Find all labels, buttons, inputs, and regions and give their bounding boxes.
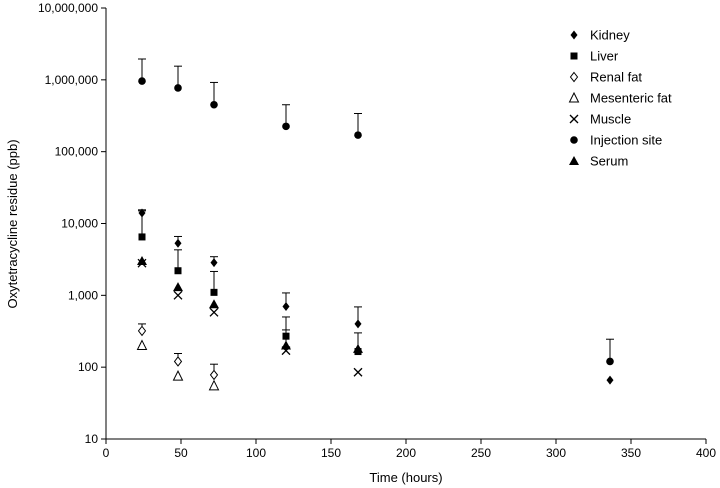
serum-point bbox=[353, 343, 363, 353]
renal-fat-point bbox=[209, 369, 219, 381]
liver-point bbox=[174, 267, 182, 275]
y-tick-label: 1,000,000 bbox=[45, 73, 99, 87]
injection-site-point bbox=[174, 84, 182, 92]
legend-item-serum: Serum bbox=[569, 154, 628, 169]
legend: Kidney Liver Renal fat Mesenteric fat Muscle… bbox=[568, 28, 672, 169]
y-tick-label: 10,000 bbox=[61, 217, 98, 231]
liver-point bbox=[210, 288, 218, 296]
legend-marker bbox=[569, 156, 579, 165]
legend-item-mesenteric-fat: Mesenteric fat bbox=[568, 91, 672, 106]
legend-marker bbox=[570, 30, 578, 40]
x-tick-label: 400 bbox=[696, 446, 716, 460]
x-tick-label: 0 bbox=[103, 446, 110, 460]
renal-fat-point bbox=[137, 325, 147, 337]
injection-site-point bbox=[138, 77, 146, 85]
x-tick-label: 300 bbox=[546, 446, 566, 460]
series-serum bbox=[137, 256, 363, 353]
x-tick-label: 50 bbox=[174, 446, 188, 460]
injection-site-point bbox=[354, 131, 362, 139]
legend-label: Serum bbox=[590, 154, 628, 169]
serum-point bbox=[137, 256, 147, 266]
legend-label: Kidney bbox=[590, 28, 630, 43]
y-tick-label: 1,000 bbox=[68, 288, 98, 302]
injection-site-point bbox=[282, 122, 290, 131]
legend-marker bbox=[568, 91, 580, 103]
cross-stroke bbox=[173, 290, 183, 300]
cross-stroke bbox=[353, 367, 363, 377]
kidney-point bbox=[282, 301, 290, 311]
x-tick-label: 250 bbox=[471, 446, 491, 460]
legend-item-muscle: Muscle bbox=[569, 112, 631, 127]
legend-label: Liver bbox=[590, 49, 619, 64]
legend-item-liver: Liver bbox=[570, 49, 619, 64]
y-tick-label: 10,000,000 bbox=[38, 1, 98, 15]
kidney-point bbox=[174, 238, 182, 248]
y-tick-label: 100,000 bbox=[55, 145, 99, 159]
x-axis-title: Time (hours) bbox=[369, 470, 442, 485]
legend-label: Renal fat bbox=[590, 70, 642, 85]
kidney-point bbox=[354, 319, 362, 329]
kidney-point bbox=[606, 375, 614, 385]
y-tick-label: 100 bbox=[78, 360, 98, 374]
x-tick-label: 350 bbox=[621, 446, 641, 460]
y-axis-title: Oxytetracycline residue (ppb) bbox=[5, 139, 20, 308]
y-tick-label: 10 bbox=[85, 432, 99, 446]
x-tick-label: 200 bbox=[396, 446, 416, 460]
mesenteric-fat-point bbox=[136, 339, 148, 351]
cross-stroke bbox=[209, 307, 219, 317]
mesenteric-fat-point bbox=[172, 370, 184, 381]
legend-item-renal-fat: Renal fat bbox=[569, 70, 642, 85]
plot-area bbox=[136, 58, 614, 391]
axes: 0 50 100 150 200 250 300 350 400 10 100 1,000 10,000… bbox=[38, 1, 716, 460]
legend-item-kidney: Kidney bbox=[570, 28, 630, 43]
x-tick-label: 100 bbox=[246, 446, 266, 460]
series-injection-site bbox=[138, 58, 614, 366]
liver-point bbox=[138, 233, 146, 241]
injection-site-point bbox=[210, 100, 218, 109]
series-muscle bbox=[137, 258, 363, 377]
legend-marker bbox=[569, 71, 579, 83]
series-mesenteric-fat bbox=[136, 339, 220, 391]
legend-label: Muscle bbox=[590, 112, 631, 127]
legend-label: Injection site bbox=[590, 133, 662, 148]
series-kidney bbox=[138, 208, 614, 385]
muscle-point bbox=[209, 307, 219, 317]
renal-fat-point bbox=[173, 356, 183, 367]
legend-marker bbox=[570, 52, 578, 60]
kidney-point bbox=[210, 258, 218, 268]
legend-label: Mesenteric fat bbox=[590, 91, 672, 106]
muscle-point bbox=[353, 367, 363, 377]
legend-item-injection-site: Injection site bbox=[570, 133, 662, 148]
cross-stroke bbox=[569, 114, 579, 124]
legend-marker bbox=[569, 114, 579, 124]
muscle-point bbox=[173, 290, 183, 300]
injection-site-point bbox=[606, 357, 614, 366]
serum-point bbox=[173, 282, 183, 292]
legend-marker bbox=[570, 136, 578, 144]
serum-point bbox=[209, 299, 219, 309]
series-renal-fat bbox=[137, 323, 219, 381]
mesenteric-fat-point bbox=[208, 379, 220, 391]
x-tick-label: 150 bbox=[321, 446, 341, 460]
serum-point bbox=[281, 340, 291, 350]
series-liver bbox=[138, 210, 362, 356]
